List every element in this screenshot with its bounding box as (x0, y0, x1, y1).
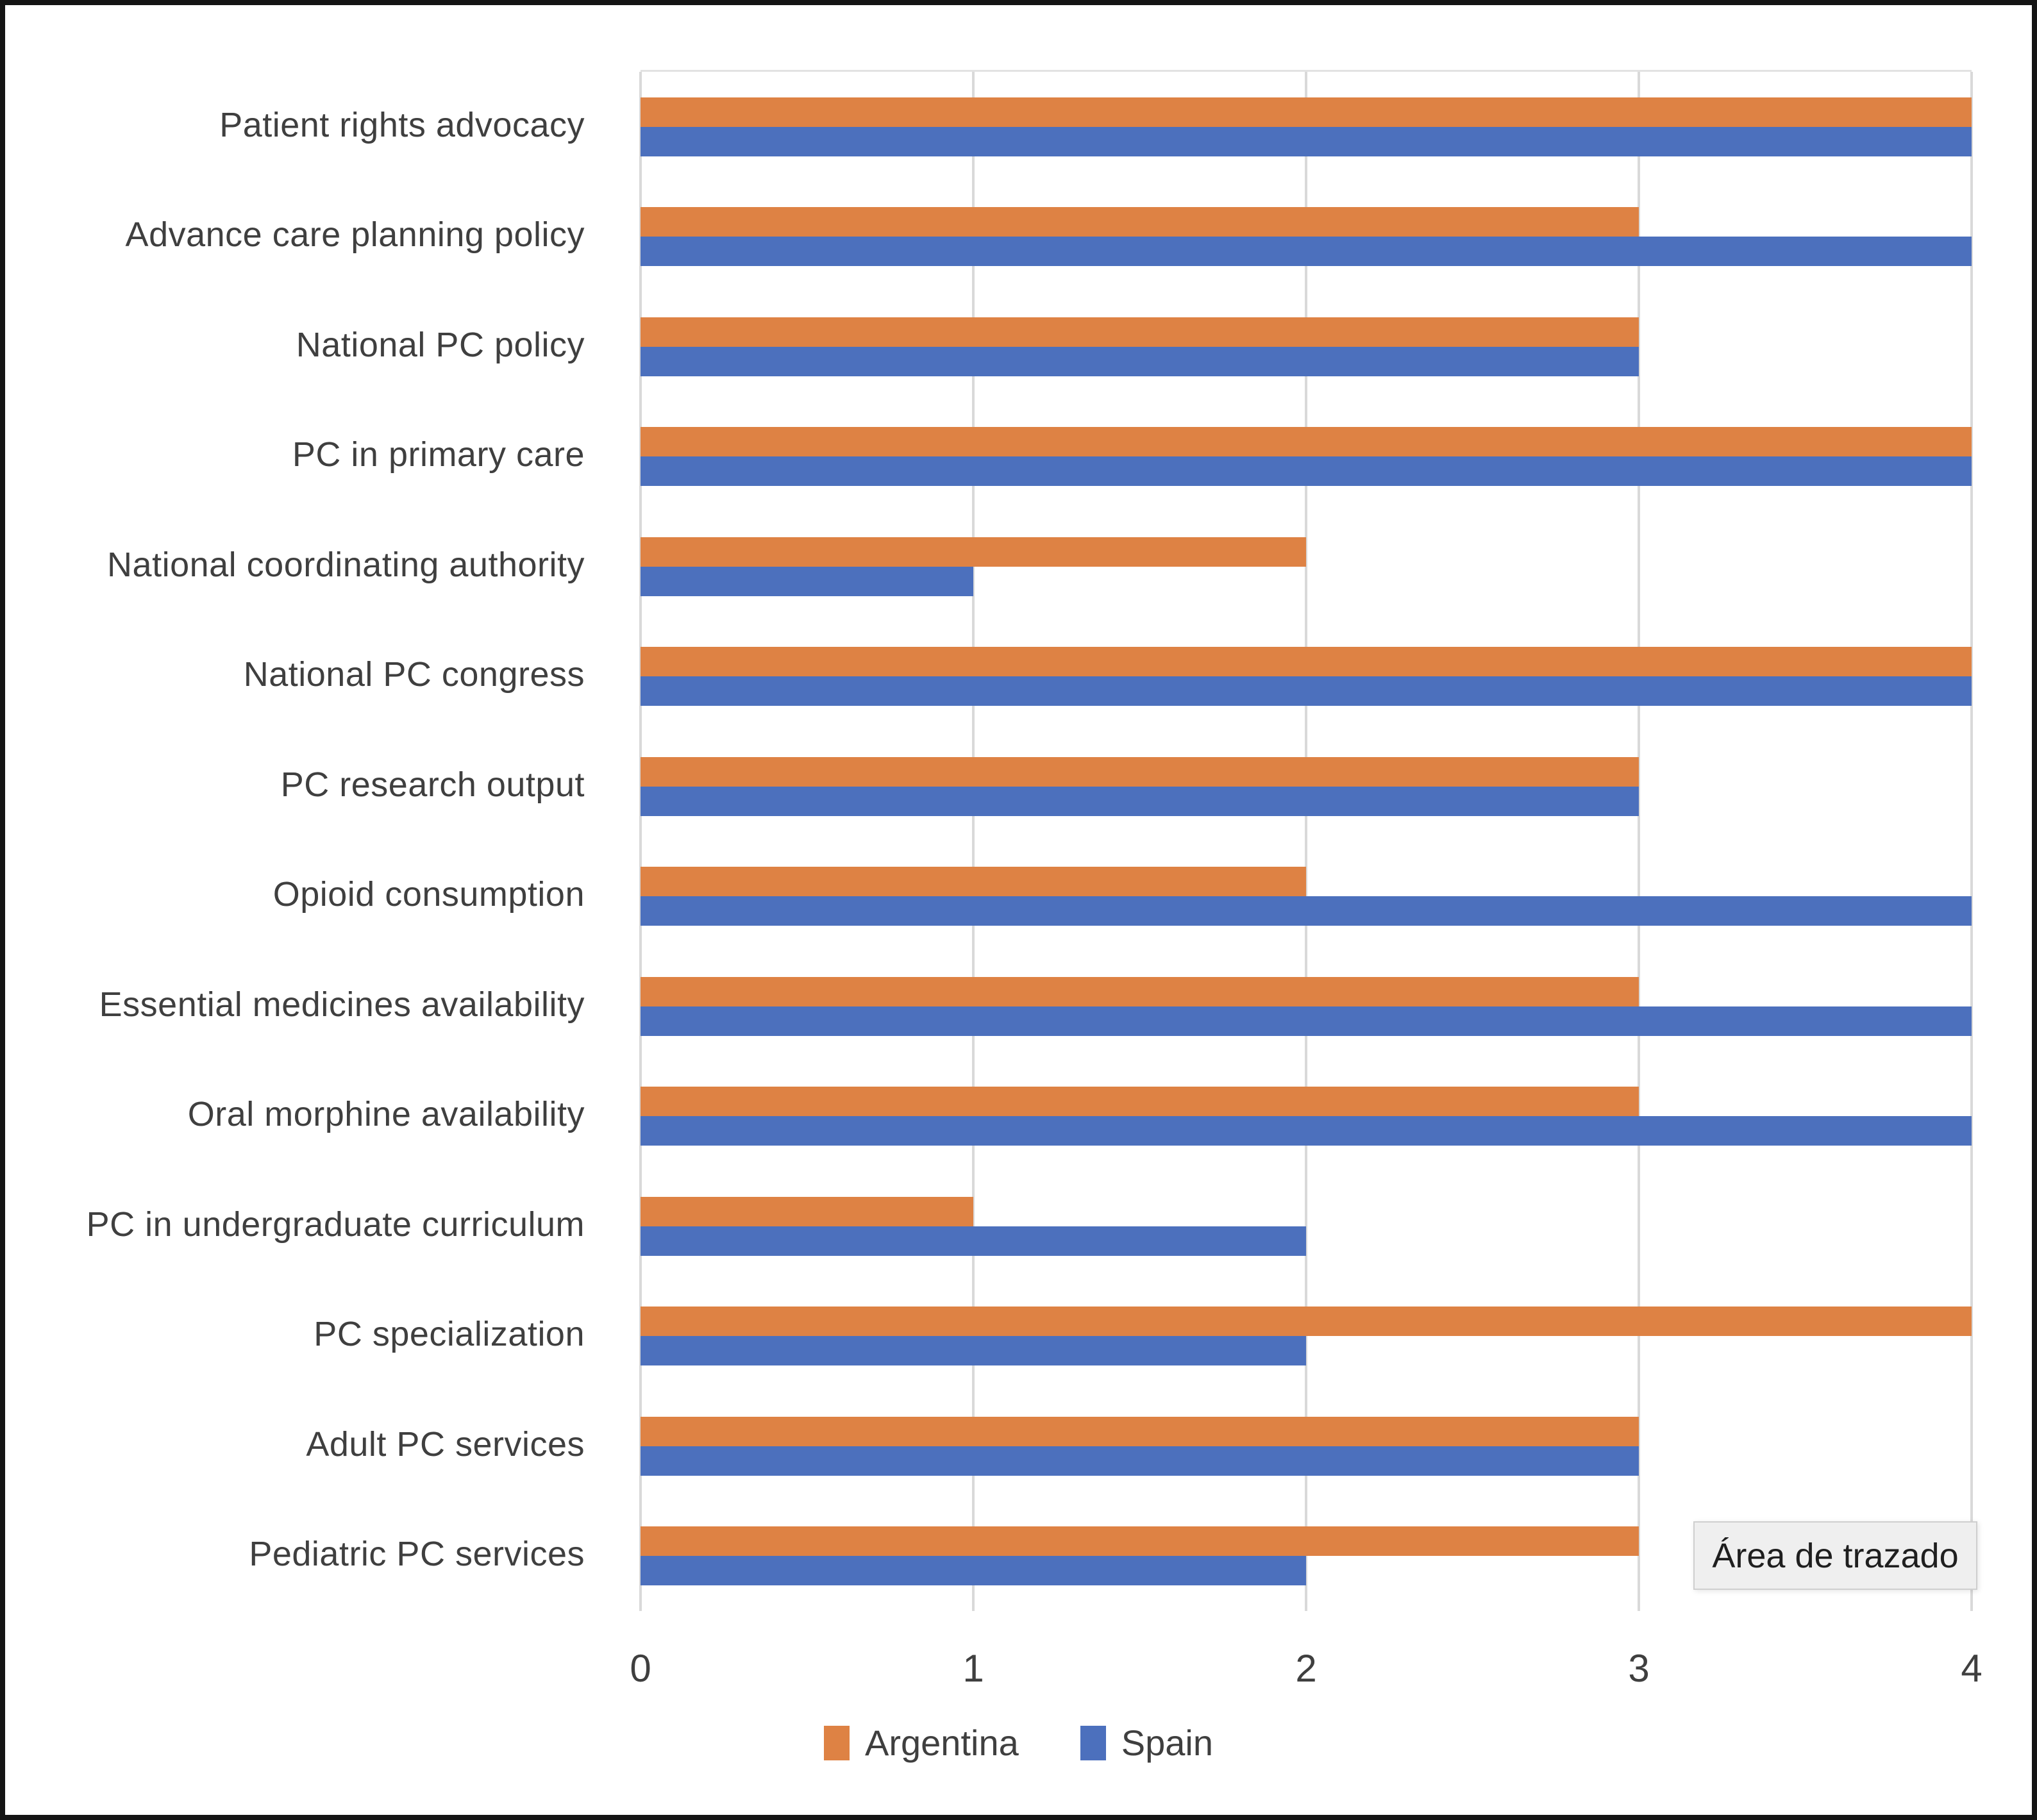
category-label: Pediatric PC services (249, 1535, 585, 1574)
category-label: Oral morphine availability (187, 1095, 585, 1134)
bar-argentina[interactable] (641, 97, 1972, 127)
legend-item-spain[interactable]: Spain (1080, 1722, 1213, 1764)
plot-area-tooltip: Área de trazado (1693, 1521, 1977, 1590)
bar-spain[interactable] (641, 237, 1972, 267)
bar-spain[interactable] (641, 1446, 1639, 1476)
bar-argentina[interactable] (641, 207, 1639, 237)
bar-argentina[interactable] (641, 1416, 1639, 1446)
category-axis: Patient rights advocacy Advance care plan… (5, 70, 609, 1609)
legend-item-argentina[interactable]: Argentina (824, 1722, 1019, 1764)
gridline (1305, 72, 1307, 1611)
bar-argentina[interactable] (641, 976, 1639, 1006)
legend-label-argentina: Argentina (865, 1723, 1019, 1763)
legend: Argentina Spain (5, 1722, 2032, 1764)
bar-spain[interactable] (641, 1226, 1306, 1256)
bar-spain[interactable] (641, 346, 1639, 376)
bar-argentina[interactable] (641, 647, 1972, 677)
x-tick-label: 3 (1628, 1647, 1650, 1690)
x-tick-label: 2 (1295, 1647, 1317, 1690)
category-label: Patient rights advocacy (219, 105, 585, 144)
category-label: PC research output (280, 765, 585, 804)
x-tick-label: 1 (962, 1647, 984, 1690)
category-label: Advance care planning policy (125, 215, 585, 255)
gridline (972, 72, 975, 1611)
bar-argentina[interactable] (641, 867, 1306, 897)
category-label: PC in undergraduate curriculum (86, 1205, 585, 1244)
bar-argentina[interactable] (641, 1196, 973, 1226)
category-label: PC in primary care (292, 435, 585, 474)
x-tick-label: 0 (630, 1647, 651, 1690)
legend-label-spain: Spain (1121, 1723, 1213, 1763)
x-tick-label: 4 (1961, 1647, 1983, 1690)
argentina-swatch-icon (824, 1725, 850, 1760)
category-label: PC specialization (314, 1315, 585, 1354)
spain-swatch-icon (1080, 1725, 1106, 1760)
bar-spain[interactable] (641, 1556, 1306, 1586)
bar-spain[interactable] (641, 1116, 1972, 1146)
category-label: Opioid consumption (272, 875, 585, 914)
bar-spain[interactable] (641, 456, 1972, 487)
category-label: Adult PC services (306, 1424, 585, 1464)
plot-area[interactable] (639, 70, 1973, 1611)
gridline (639, 72, 642, 1611)
bar-argentina[interactable] (641, 537, 1306, 567)
bar-argentina[interactable] (641, 1087, 1639, 1117)
category-label: National coordinating authority (107, 545, 585, 584)
bar-spain[interactable] (641, 786, 1639, 816)
value-axis: 0 1 2 3 4 (630, 1646, 1982, 1704)
category-label: National PC congress (243, 655, 585, 694)
bar-argentina[interactable] (641, 756, 1639, 787)
bar-spain[interactable] (641, 126, 1972, 156)
category-label: Essential medicines availability (99, 985, 585, 1024)
bar-spain[interactable] (641, 676, 1972, 706)
bar-spain[interactable] (641, 1006, 1972, 1036)
bar-argentina[interactable] (641, 1526, 1639, 1557)
gridline (1970, 72, 1973, 1611)
bar-spain[interactable] (641, 566, 973, 596)
bar-argentina[interactable] (641, 427, 1972, 457)
bar-spain[interactable] (641, 896, 1972, 926)
bar-spain[interactable] (641, 1336, 1306, 1366)
bar-argentina[interactable] (641, 317, 1639, 347)
gridline (1638, 72, 1640, 1611)
bar-argentina[interactable] (641, 1307, 1972, 1337)
category-label: National PC policy (296, 325, 585, 364)
